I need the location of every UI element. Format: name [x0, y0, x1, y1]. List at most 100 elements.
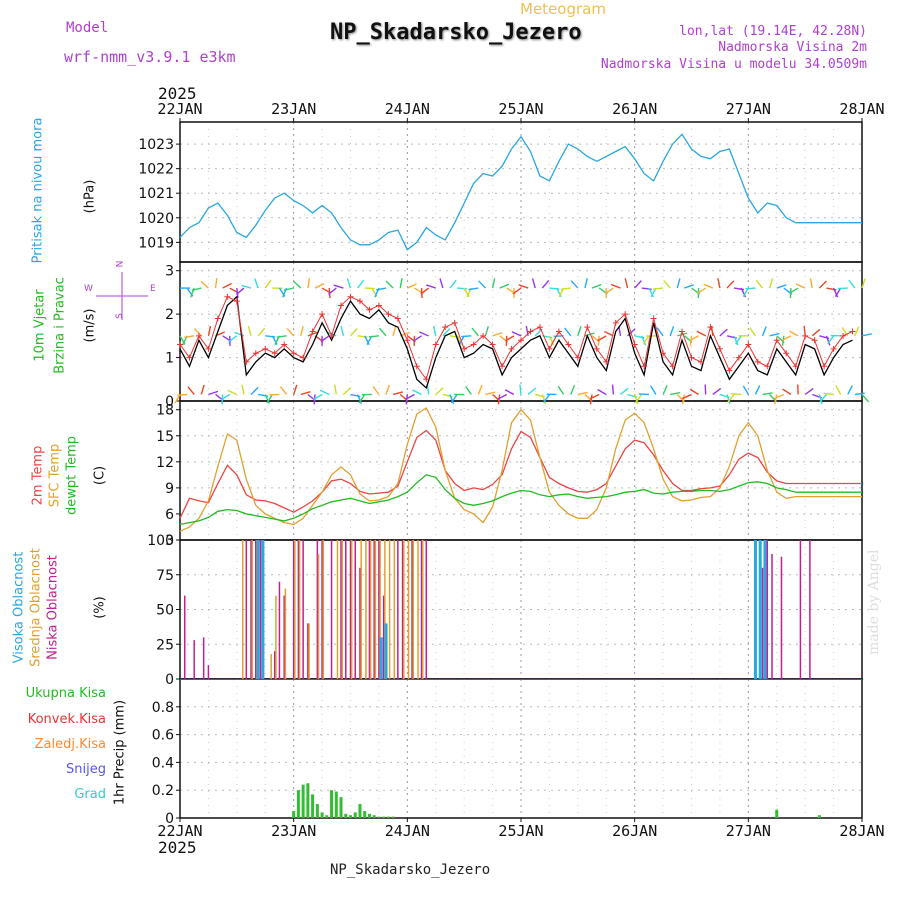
wind-gust-marker	[290, 350, 297, 357]
wind-arrow	[560, 287, 571, 291]
wind-arrow	[769, 332, 780, 337]
wind-gust-marker	[716, 345, 723, 352]
precip-bar	[386, 816, 390, 818]
wind-gust-marker	[262, 345, 269, 352]
wind-arrow	[432, 325, 437, 336]
wind-arrow	[835, 385, 842, 395]
wind-arrow	[333, 284, 344, 289]
dewpoint-line	[179, 474, 862, 526]
wind-arrow	[191, 287, 202, 292]
y-tick-label: 6	[165, 507, 174, 523]
wind-arrow	[378, 327, 387, 337]
wind-arrow	[399, 278, 403, 289]
wind-arrow	[214, 278, 218, 289]
wind-arrow	[174, 394, 181, 404]
wind-arrow	[527, 387, 537, 396]
wind-arrow	[177, 393, 188, 396]
wind-gust-marker	[830, 345, 837, 352]
y-tick-label: 0.6	[152, 728, 174, 744]
wind-arrow	[458, 335, 465, 345]
wind-arrow	[776, 284, 787, 289]
wind-gust-marker	[764, 363, 771, 370]
wind-arrow	[372, 385, 380, 395]
wind-arrow	[449, 279, 457, 289]
wind-arrow	[276, 335, 287, 338]
wind-gust-marker	[669, 363, 676, 370]
wind-gust-marker	[754, 358, 761, 365]
wind-arrow	[819, 394, 828, 403]
precip-bar	[296, 790, 300, 818]
page-title: NP_Skadarsko_Jezero	[330, 20, 582, 45]
wind-arrow	[604, 330, 614, 337]
wind-arrow	[584, 278, 588, 289]
wind-arrow	[811, 328, 821, 337]
wind-gust-marker	[442, 324, 449, 331]
wind-arrow	[837, 287, 848, 290]
wind-arrow	[465, 385, 472, 395]
x-tick-label-top: 28JAN	[839, 100, 884, 118]
wind-arrow	[742, 385, 749, 395]
precip-bar	[377, 816, 381, 818]
wind-arrow	[827, 335, 835, 345]
wind-gust-marker	[792, 363, 799, 370]
wind-arrow	[809, 278, 813, 289]
precip-bar	[315, 804, 319, 818]
wind-arrow	[208, 390, 219, 396]
wind-gust-line	[179, 296, 853, 381]
wind-arrow	[293, 280, 302, 289]
precip-bar	[391, 816, 395, 818]
wind-gust-marker	[224, 293, 231, 300]
wind-arrow	[412, 335, 422, 342]
wind-arrow	[426, 384, 430, 395]
precip-bar	[775, 809, 779, 818]
wind-arrow	[356, 394, 363, 404]
model-name: wrf-nmm_v3.9.1 e3km	[64, 48, 236, 66]
wind-arrow	[531, 278, 536, 289]
wind-arrow	[818, 394, 823, 405]
wind-arrow	[340, 325, 345, 337]
wind-gust-marker	[489, 341, 496, 348]
year-label-bottom: 2025	[158, 838, 197, 857]
wind-arrow	[405, 393, 415, 400]
wind-arrow	[313, 393, 323, 401]
wind-gust-marker	[612, 319, 619, 326]
wind-gust-marker	[603, 358, 610, 365]
wind-gust-marker	[584, 324, 591, 331]
y-tick-label: 1019	[138, 235, 174, 251]
wind-arrow	[307, 278, 311, 289]
wind-arrow	[727, 394, 735, 403]
wind-arrow	[689, 388, 699, 396]
wind-arrow	[241, 284, 252, 289]
precip-bar	[339, 797, 343, 818]
wind-arrow	[254, 278, 259, 289]
wind-arrow	[497, 394, 501, 405]
wind-arrow	[385, 384, 391, 395]
wind-arrow	[689, 335, 699, 342]
y-tick-label: 1020	[138, 211, 174, 227]
wind-arrow	[854, 326, 860, 337]
y-tick-label: 2	[165, 307, 174, 323]
precip-hail-label: Grad	[74, 787, 106, 802]
wind-arrow	[677, 332, 688, 337]
wind-arrow	[682, 393, 692, 400]
y-tick-label: 0	[165, 394, 174, 410]
wind-arrow	[696, 330, 707, 337]
wind-gust-marker	[195, 332, 202, 339]
wind-arrow	[719, 328, 728, 337]
wind-arrow	[471, 327, 479, 337]
wind-arrow	[314, 283, 325, 289]
wind-arrow	[484, 326, 489, 337]
precip-bar	[292, 811, 296, 818]
wind-arrow	[570, 280, 579, 289]
footer-station-name: NP_Skadarsko_Jezero	[330, 862, 491, 878]
wind-arrow	[642, 335, 650, 345]
wind-arrow	[834, 287, 842, 297]
y-tick-label: 0.8	[152, 700, 174, 716]
wind-gust-marker	[508, 345, 515, 352]
wind-arrow	[368, 335, 379, 338]
wind-arrow	[848, 279, 856, 289]
wind-arrow	[634, 280, 642, 289]
wind-arrow	[435, 387, 444, 396]
wind-gust-marker	[546, 345, 553, 352]
wind-arrow	[346, 278, 352, 289]
